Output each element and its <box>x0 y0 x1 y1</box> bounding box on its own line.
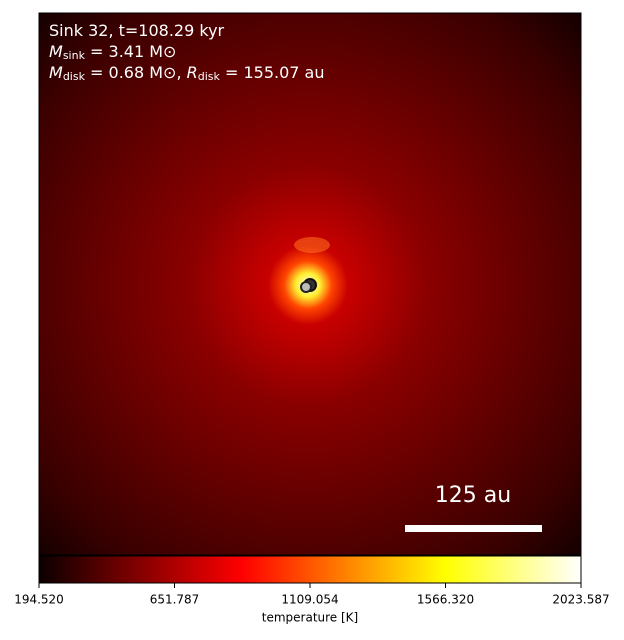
text: = 3.41 M⊙ <box>85 42 177 61</box>
symbol: M <box>49 42 63 61</box>
annotation-line: Msink = 3.41 M⊙ <box>49 42 176 63</box>
subscript: sink <box>63 49 86 62</box>
tick-label: 2023.587 <box>552 593 609 607</box>
symbol: M <box>49 63 63 82</box>
sink-particle <box>300 281 312 293</box>
colorbar-axis: 194.520 651.787 1109.054 1566.320 2023.587 <box>14 583 610 607</box>
tick-label: 651.787 <box>150 593 200 607</box>
scale-bar <box>405 525 542 532</box>
scale-bar-label: 125 au <box>435 483 511 508</box>
hot-clump <box>294 237 330 253</box>
text: Sink 32, t=108.29 kyr <box>49 21 225 40</box>
annotation-line: Mdisk = 0.68 M⊙, Rdisk = 155.07 au <box>49 63 324 84</box>
colorbar <box>38 555 582 584</box>
subscript: disk <box>63 70 86 83</box>
colorbar-label: temperature [K] <box>262 611 358 625</box>
tick-label: 194.520 <box>14 593 64 607</box>
tick-label: 1109.054 <box>281 593 338 607</box>
text: = 0.68 M⊙, <box>85 63 187 82</box>
text: = 155.07 au <box>220 63 325 82</box>
tick-label: 1566.320 <box>417 593 474 607</box>
annotation-line: Sink 32, t=108.29 kyr <box>49 21 225 40</box>
symbol: R <box>187 63 198 82</box>
subscript: disk <box>198 70 221 83</box>
